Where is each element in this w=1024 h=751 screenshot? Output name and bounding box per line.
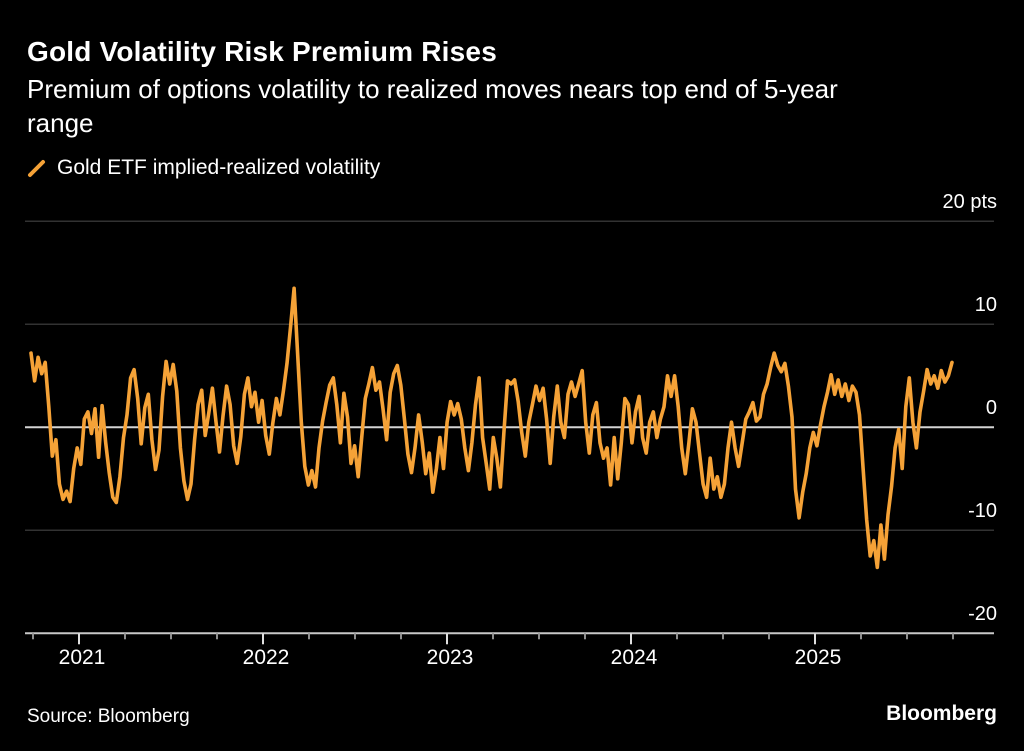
x-axis-label: 2022 <box>242 646 290 669</box>
source-note: Source: Bloomberg <box>27 706 190 727</box>
chart-title: Gold Volatility Risk Premium Rises <box>27 36 497 67</box>
y-axis-label: -10 <box>968 500 997 523</box>
y-axis-label: 0 <box>985 397 997 420</box>
y-axis-label: 20 pts <box>942 191 997 214</box>
x-axis-label: 2023 <box>426 646 474 669</box>
x-axis-label: 2025 <box>794 646 842 669</box>
y-axis-label: -20 <box>968 603 997 626</box>
series-line <box>29 286 954 570</box>
legend: Gold ETF implied-realized volatility <box>27 156 380 180</box>
line-series-slash-icon <box>28 159 45 177</box>
bloomberg-logo: Bloomberg <box>886 702 997 725</box>
y-axis-label: 10 <box>974 294 997 317</box>
chart-subtitle: Premium of options volatility to realize… <box>27 74 838 138</box>
x-axis-label: 2024 <box>610 646 658 669</box>
x-axis-label: 2021 <box>58 646 106 669</box>
legend-label: Gold ETF implied-realized volatility <box>57 156 381 179</box>
